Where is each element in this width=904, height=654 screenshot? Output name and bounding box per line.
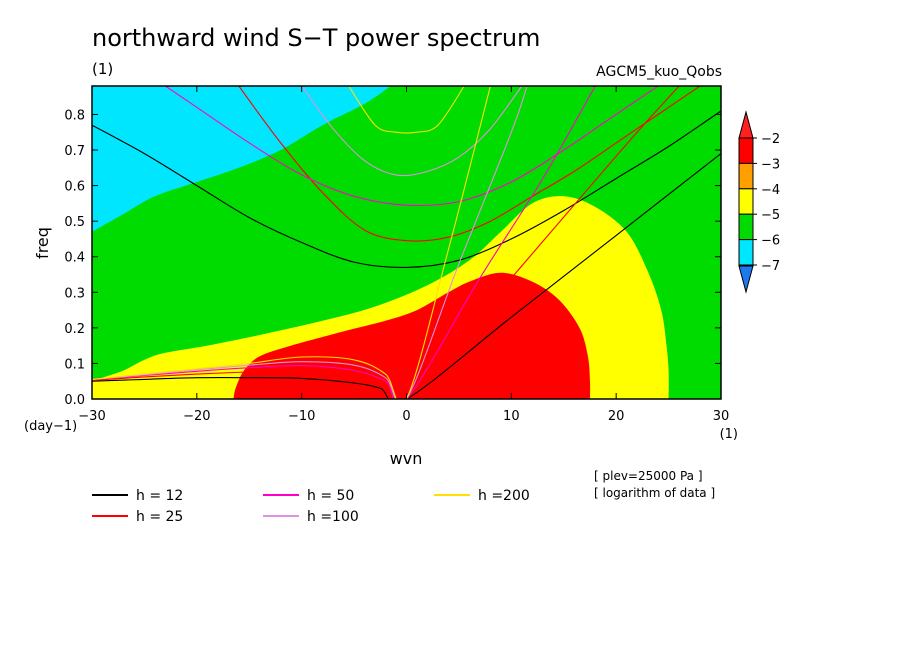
dispersion-curve-h-50 — [165, 86, 659, 207]
legend-label: h = 25 — [136, 509, 183, 525]
legend-label: h =200 — [478, 488, 530, 504]
colorbar-label: −5 — [761, 208, 780, 223]
y-tick-label: 0.3 — [64, 286, 85, 301]
dispersion-curve-h-100 — [301, 86, 523, 177]
legend-label: h = 50 — [307, 488, 354, 504]
y-tick-label: 0.2 — [64, 322, 85, 337]
dispersion-curve-h-100-low — [92, 86, 528, 399]
colorbar-band — [738, 239, 754, 266]
colorbar-band — [738, 188, 754, 215]
y-tick-label: 0.5 — [64, 215, 85, 230]
y-axis-label: freq — [33, 227, 52, 259]
contour-fill--2to-3 — [233, 272, 591, 399]
dispersion-curve-h-50-low — [92, 86, 596, 399]
x-axis-label: wvn — [390, 449, 423, 468]
y-tick-label: 0.7 — [64, 144, 85, 159]
colorbar-label: −7 — [761, 259, 780, 274]
model-label: AGCM5_kuo_Qobs — [596, 64, 722, 80]
dispersion-curve-h-200-low — [92, 86, 491, 399]
dispersion-curve-h-12-low — [92, 153, 721, 399]
x-tick-label: 10 — [503, 409, 520, 424]
x-unit-label: (1) — [720, 427, 738, 442]
colorbar-band — [738, 213, 754, 241]
y-tick-label: 0.6 — [64, 180, 85, 195]
y-tick-label: 0.4 — [64, 251, 85, 266]
chart-title: northward wind S−T power spectrum — [92, 24, 540, 52]
title-unit: (1) — [92, 60, 113, 78]
note-plev: [ plev=25000 Pa ] — [594, 469, 703, 483]
y-tick-label: 0.0 — [64, 393, 85, 408]
colorbar-arrow-top — [738, 110, 754, 139]
colorbar-label: −3 — [761, 157, 780, 172]
x-tick-label: 20 — [608, 409, 625, 424]
colorbar-arrow-bottom — [738, 265, 754, 294]
legend-label: h = 12 — [136, 488, 183, 504]
contour-fill--5to-6 — [92, 86, 391, 232]
dispersion-curve-h-25-low — [92, 86, 680, 399]
dispersion-curve-h-12 — [92, 110, 721, 268]
colorbar-label: −6 — [761, 234, 780, 249]
note-logarithm: [ logarithm of data ] — [594, 486, 715, 500]
legend: h = 12 h = 25 h = 50 h =100 h =200 — [92, 488, 530, 525]
y-tick-label: 0.1 — [64, 357, 85, 372]
colorbar-label: −2 — [761, 132, 780, 147]
plot-area — [91, 85, 722, 400]
colorbar: −2 −3 −4 −5 −6 −7 — [738, 110, 780, 294]
dispersion-curve-h-200 — [348, 86, 465, 134]
x-tick-label: −30 — [78, 409, 105, 424]
legend-label: h =100 — [307, 509, 359, 525]
colorbar-label: −4 — [761, 183, 780, 198]
y-unit-label: (day−1) — [24, 419, 77, 434]
x-tick-label: −10 — [288, 409, 315, 424]
colorbar-band — [738, 162, 754, 190]
colorbar-band — [738, 137, 754, 164]
x-tick-label: 30 — [713, 409, 730, 424]
x-tick-label: 0 — [402, 409, 410, 424]
dispersion-curve-h-25 — [238, 86, 701, 242]
x-tick-label: −20 — [183, 409, 210, 424]
y-tick-label: 0.8 — [64, 108, 85, 123]
